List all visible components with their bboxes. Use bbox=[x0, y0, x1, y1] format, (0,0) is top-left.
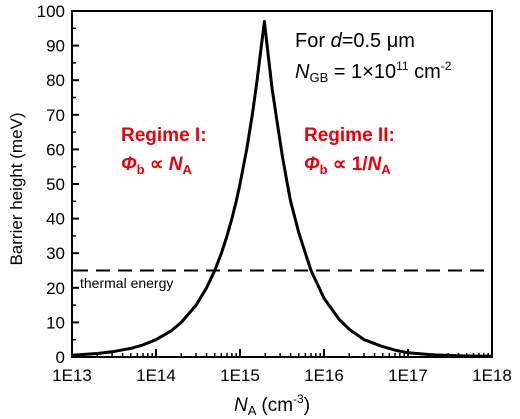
x-tick-label: 1E15 bbox=[220, 366, 260, 385]
x-axis-label-unit-exponent: -3 bbox=[293, 392, 304, 406]
condition-ngb-unit-exponent: -2 bbox=[441, 59, 452, 73]
x-tick-label: 1E14 bbox=[136, 366, 176, 385]
x-tick-label: 1E17 bbox=[388, 366, 428, 385]
y-tick-label: 40 bbox=[46, 210, 65, 229]
condition-grain-boundary-density: NGB = 1×1011 cm-2 bbox=[295, 59, 452, 85]
regime2-phi-subscript: b bbox=[320, 162, 328, 177]
y-tick-label: 30 bbox=[46, 244, 65, 263]
y-tick-label: 90 bbox=[46, 37, 65, 56]
regime2-proportional: ∝ 1/ bbox=[328, 154, 369, 175]
condition-ngb-exponent: 11 bbox=[396, 59, 409, 73]
regime2-phi: Φ bbox=[304, 154, 320, 175]
condition-value: =0.5 μm bbox=[342, 30, 415, 52]
regime1-phi-subscript: b bbox=[137, 162, 145, 177]
condition-prefix: For bbox=[295, 30, 331, 52]
x-axis-label: NA (cm-3) bbox=[234, 392, 310, 418]
regime1-relation: Φb ∝ NA bbox=[121, 154, 192, 177]
y-axis-label: Barrier height (meV) bbox=[7, 112, 26, 265]
x-axis-label-symbol: N bbox=[234, 395, 248, 416]
x-axis-label-unit-close: ) bbox=[304, 395, 310, 416]
regime2-n: N bbox=[368, 154, 383, 175]
x-tick-label: 1E18 bbox=[472, 366, 512, 385]
condition-ngb-value: = 1×10 bbox=[328, 61, 396, 83]
x-axis-label-unit: (cm bbox=[261, 395, 293, 416]
regime1-phi: Φ bbox=[121, 154, 137, 175]
y-tick-label: 50 bbox=[46, 175, 65, 194]
condition-ngb-symbol: N bbox=[295, 61, 310, 83]
x-axis-ticks: 1E13 1E14 1E15 1E16 1E17 1E18 bbox=[52, 349, 512, 385]
x-axis-label-subscript: A bbox=[248, 403, 257, 418]
y-tick-label: 100 bbox=[37, 2, 65, 21]
regime1-proportional: ∝ bbox=[145, 154, 169, 175]
barrier-height-curve bbox=[71, 19, 493, 358]
regime1-n: N bbox=[169, 154, 184, 175]
condition-variable: d bbox=[331, 30, 343, 52]
regime2-relation: Φb ∝ 1/NA bbox=[304, 154, 391, 177]
regime1-title: Regime I: bbox=[121, 125, 207, 146]
y-tick-label: 70 bbox=[46, 106, 65, 125]
regime1-n-subscript: A bbox=[182, 162, 192, 177]
x-tick-label: 1E13 bbox=[52, 366, 92, 385]
x-tick-label: 1E16 bbox=[304, 366, 344, 385]
y-tick-label: 10 bbox=[46, 313, 65, 332]
condition-ngb-subscript: GB bbox=[309, 70, 328, 85]
regime2-n-subscript: A bbox=[381, 162, 391, 177]
y-axis-ticks: 0 10 20 30 40 50 60 70 80 90 100 bbox=[37, 2, 79, 367]
y-tick-label: 60 bbox=[46, 140, 65, 159]
y-tick-label: 80 bbox=[46, 71, 65, 90]
thermal-energy-label: thermal energy bbox=[80, 275, 173, 291]
regime2-title: Regime II: bbox=[304, 125, 395, 146]
y-tick-label: 0 bbox=[56, 348, 65, 367]
condition-ngb-unit: cm bbox=[409, 61, 441, 83]
y-tick-label: 20 bbox=[46, 279, 65, 298]
condition-thickness: For d=0.5 μm bbox=[295, 30, 415, 52]
